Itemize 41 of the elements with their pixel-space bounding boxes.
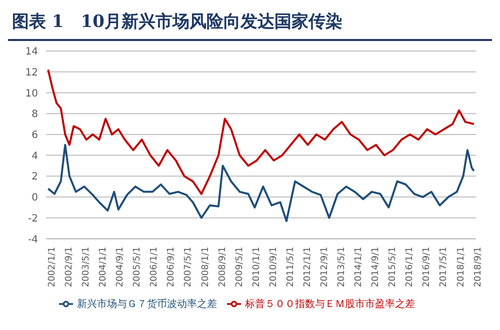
legend-label: 标普５００指数与ＥＭ股市市盈率之差 <box>245 298 415 310</box>
chart-title: 图表 1 10月新兴市场风险向发达国家传染 <box>8 8 492 41</box>
y-tick-label: 12 <box>25 67 38 78</box>
y-tick-label: 2 <box>32 172 38 183</box>
x-tick-label: 2012/9/1 <box>320 246 330 288</box>
legend-label: 新兴市场与Ｇ７货币波动率之差 <box>77 298 217 310</box>
x-tick-label: 2003/5/1 <box>81 246 92 288</box>
x-tick-label: 2010/9/1 <box>268 246 279 288</box>
x-tick-label: 2008/1/1 <box>200 246 211 288</box>
x-tick-label: 2008/9/1 <box>218 246 228 288</box>
y-tick-label: 6 <box>32 130 38 141</box>
x-tick-label: 2018/9/1 <box>473 246 484 288</box>
x-tick-label: 2012/1/1 <box>302 246 313 288</box>
x-tick-label: 2004/1/1 <box>98 246 109 288</box>
x-tick-label: 2018/1/1 <box>456 246 466 288</box>
x-tick-label: 2013/5/1 <box>336 246 347 288</box>
y-tick-label: 8 <box>32 109 38 120</box>
x-tick-label: 2011/5/1 <box>286 246 296 288</box>
x-tick-label: 2017/5/1 <box>439 246 450 288</box>
x-tick-label: 2009/5/1 <box>234 246 245 288</box>
x-tick-label: 2010/1/1 <box>252 246 262 288</box>
x-tick-label: 2015/5/1 <box>388 246 398 288</box>
y-tick-label: -4 <box>28 234 38 246</box>
x-tick-label: 2016/1/1 <box>405 246 416 288</box>
x-tick-label: 2006/9/1 <box>166 246 177 288</box>
line-series <box>47 144 475 222</box>
x-tick-label: 2002/1/1 <box>48 246 58 288</box>
x-tick-label: 2014/9/1 <box>371 246 382 288</box>
x-tick-label: 2005/5/1 <box>132 246 143 288</box>
x-tick-label: 2014/1/1 <box>354 246 364 288</box>
x-tick-label: 2002/9/1 <box>64 246 75 288</box>
x-tick-label: 2006/1/1 <box>150 246 160 288</box>
y-tick-label: 4 <box>32 150 38 162</box>
x-tick-label: 2007/5/1 <box>184 246 194 288</box>
line-series <box>47 68 475 195</box>
y-tick-label: -2 <box>28 213 38 224</box>
x-tick-label: 2016/9/1 <box>422 246 432 288</box>
y-tick-label: 14 <box>25 46 38 58</box>
x-tick-label: 2004/9/1 <box>116 246 126 288</box>
y-tick-label: 10 <box>25 88 38 100</box>
y-tick-label: 0 <box>32 192 38 204</box>
